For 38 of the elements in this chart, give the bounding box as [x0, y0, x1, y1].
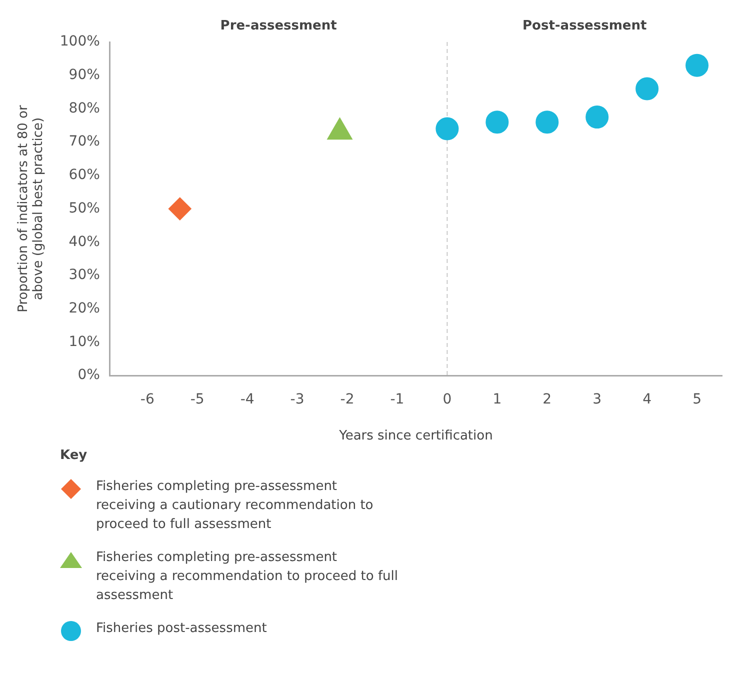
legend-title: Key: [60, 448, 88, 463]
y-tick-label: 20%: [68, 300, 100, 317]
x-tick-label: -3: [290, 392, 304, 408]
x-tick-label: -6: [140, 392, 154, 408]
y-tick-label: 100%: [60, 34, 100, 50]
y-tick-label: 0%: [78, 367, 100, 384]
y-tick-label: 40%: [68, 234, 100, 250]
x-tick-label: -4: [240, 392, 254, 408]
x-axis-title: Years since certification: [338, 428, 493, 444]
x-tick-label: -5: [190, 392, 204, 408]
point: [436, 117, 459, 140]
point: [536, 110, 559, 134]
legend-label: Fisheries completing pre-assessment receiving a cautionary recommendation to proceed to full assessment: [96, 478, 374, 534]
x-tick-label: 0: [442, 392, 452, 408]
legend-label: Fisheries post-assessment: [96, 620, 267, 638]
y-tick-label: 80%: [68, 100, 100, 116]
y-tick-label: 70%: [68, 134, 100, 150]
y-tick-label: 50%: [68, 200, 100, 216]
y-tick-label: 30%: [68, 267, 100, 284]
x-tick-label: 3: [592, 392, 602, 408]
text: Post-assessment: [522, 18, 647, 34]
x-tick-label: 5: [692, 392, 702, 408]
x-tick-label: 2: [542, 392, 552, 408]
y-axis-title: Proportion of indicators at 80 or above (global best practice): [16, 104, 46, 312]
point: [168, 197, 192, 220]
x-tick-label: -2: [340, 392, 354, 408]
point: [636, 77, 659, 100]
point: [686, 54, 709, 77]
x-tick-label: 4: [642, 392, 652, 408]
y-tick-label: 60%: [68, 167, 100, 184]
x-tick-label: 1: [492, 392, 502, 408]
legend-label: Fisheries completing pre-assessment receiving a recommendation to proceed to full assessment: [96, 549, 400, 605]
y-tick-label: 90%: [68, 67, 100, 83]
point: [586, 106, 609, 129]
point: [486, 110, 509, 134]
text: Pre-assessment: [220, 18, 337, 34]
y-tick-label: 10%: [68, 334, 100, 350]
x-tick-label: -1: [390, 392, 404, 408]
